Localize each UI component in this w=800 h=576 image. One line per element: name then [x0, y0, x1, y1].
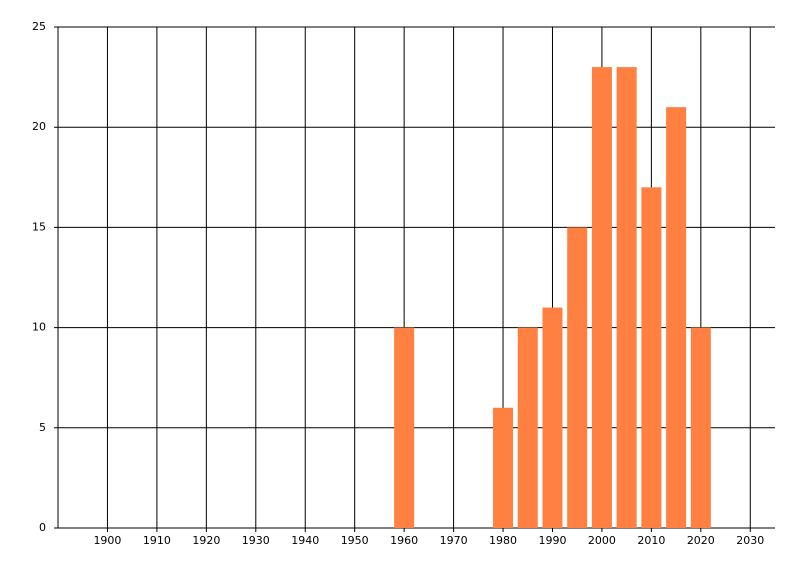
bar — [542, 307, 563, 528]
y-tick-label: 10 — [32, 321, 46, 334]
bar — [690, 327, 711, 528]
bar — [394, 327, 415, 528]
bar — [591, 67, 612, 528]
x-tick-label: 1960 — [390, 534, 418, 547]
y-tick-label: 15 — [32, 220, 46, 233]
x-tick-label: 1940 — [291, 534, 319, 547]
bar — [567, 227, 588, 528]
x-tick-label: 1900 — [93, 534, 121, 547]
x-tick-label: 2000 — [588, 534, 616, 547]
y-tick-label: 20 — [32, 120, 46, 133]
y-tick-label: 0 — [39, 521, 46, 534]
x-tick-label: 1990 — [538, 534, 566, 547]
x-tick-label: 2010 — [637, 534, 665, 547]
bar — [616, 67, 637, 528]
x-tick-label: 1930 — [242, 534, 270, 547]
x-tick-label: 1970 — [440, 534, 468, 547]
y-tick-label: 5 — [39, 421, 46, 434]
x-tick-label: 2030 — [736, 534, 764, 547]
x-tick-label: 1910 — [143, 534, 171, 547]
x-tick-label: 1980 — [489, 534, 517, 547]
x-tick-label: 1920 — [192, 534, 220, 547]
x-tick-label: 1950 — [341, 534, 369, 547]
x-tick-label: 2020 — [687, 534, 715, 547]
bar — [517, 327, 538, 528]
bar — [641, 187, 662, 528]
bar — [666, 107, 687, 528]
y-tick-label: 25 — [32, 20, 46, 33]
bar — [493, 407, 514, 528]
